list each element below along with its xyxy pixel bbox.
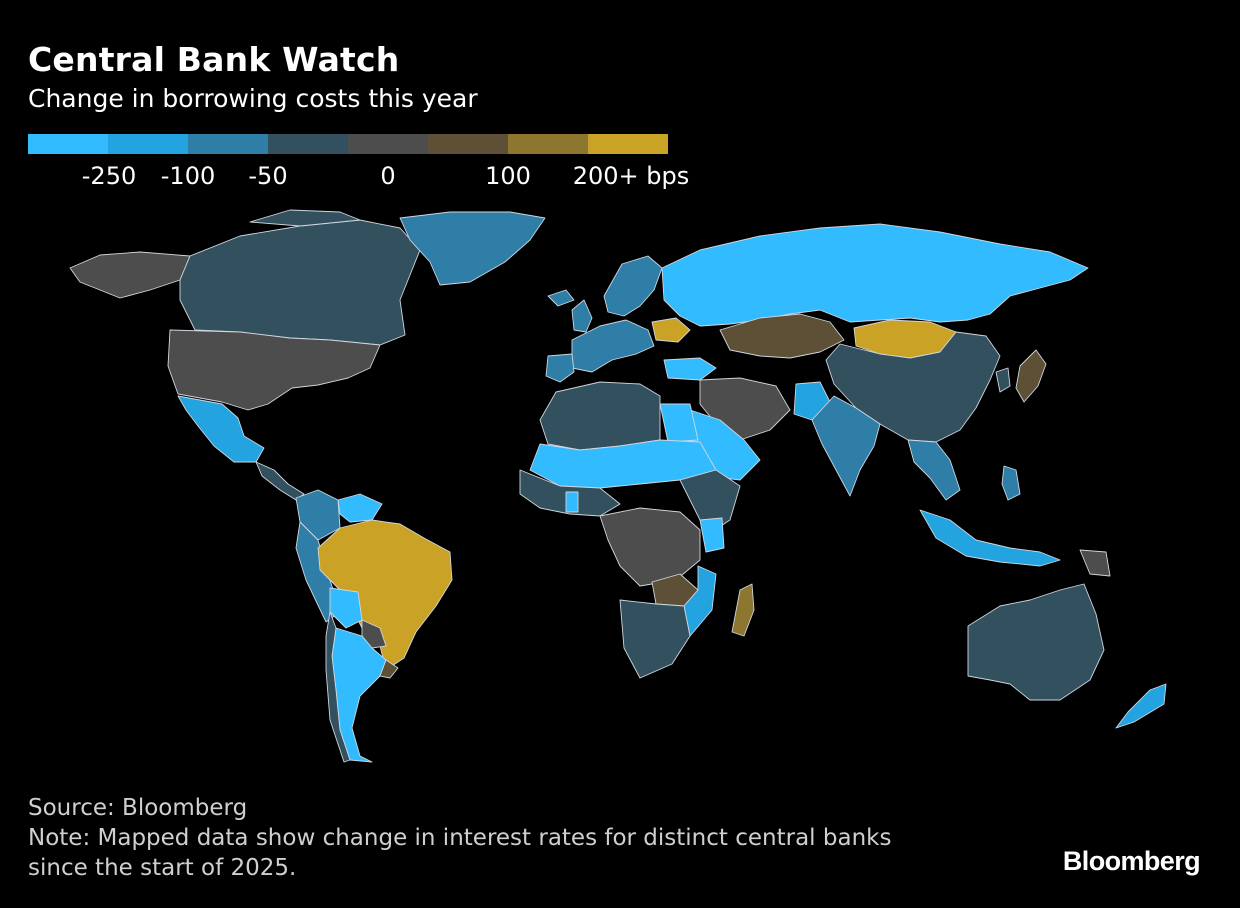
legend-swatch [508,134,588,154]
region-venezuela [337,493,383,523]
region-turkey [663,357,717,381]
legend-swatch [348,134,428,154]
region-central-africa [599,507,701,587]
region-ghana [565,491,579,513]
world-map [69,209,1167,763]
region-central-america [255,461,305,501]
chart-title: Central Bank Watch [28,40,400,79]
region-madagascar [731,583,755,637]
region-canada-arctic [249,209,361,227]
legend-label: 100 [485,162,531,190]
region-mozambique [683,565,717,637]
region-scandinavia [603,255,663,317]
legend-label: -100 [160,162,216,190]
region-uruguay [379,659,399,679]
region-iceland [547,289,575,307]
legend-swatch [28,134,108,154]
legend-swatch [588,134,668,154]
methodology-note-line2: since the start of 2025. [28,855,297,881]
region-canada [179,219,421,346]
region-greenland [399,211,546,286]
chart-subtitle: Change in borrowing costs this year [28,84,478,113]
region-kazakhstan [719,313,845,359]
bloomberg-logo: Bloomberg [1062,846,1201,876]
region-united-states [167,329,381,411]
region-philippines [1001,465,1021,501]
legend-swatch [188,134,268,154]
legend-label: -250 [81,162,137,190]
region-western-europe [571,319,655,373]
region-japan [1015,349,1047,403]
color-legend-bar [28,134,668,154]
region-alaska [69,251,191,299]
region-kenya [699,517,725,553]
legend-swatch [428,134,508,154]
region-chile [325,611,351,763]
region-russia [661,223,1089,327]
region-indonesia [919,509,1061,567]
legend-label: -50 [248,162,288,190]
legend-label: 200+ bps [572,162,690,190]
region-australia [967,583,1105,701]
region-southeast-asia [907,439,961,501]
region-bolivia [329,587,363,629]
legend-label: 0 [380,162,396,190]
legend-swatch [268,134,348,154]
region-brazil [317,519,453,671]
region-uk [571,299,593,333]
region-ukraine [651,317,691,343]
region-egypt [659,403,699,443]
region-papua-new-guinea [1079,549,1111,577]
source-note: Source: Bloomberg [28,795,248,821]
region-korea [995,367,1011,393]
region-iberia [545,353,575,383]
region-southern-africa [619,599,691,679]
region-paraguay [361,619,387,649]
region-india [811,395,881,497]
region-china [825,331,1001,443]
region-north-africa [539,381,661,451]
legend-swatch [108,134,188,154]
methodology-note-line1: Note: Mapped data show change in interes… [28,825,892,851]
region-mexico [177,395,265,463]
region-new-zealand [1115,683,1167,729]
legend-labels: -250 -100 -50 0 100 200+ bps [0,0,1240,190]
